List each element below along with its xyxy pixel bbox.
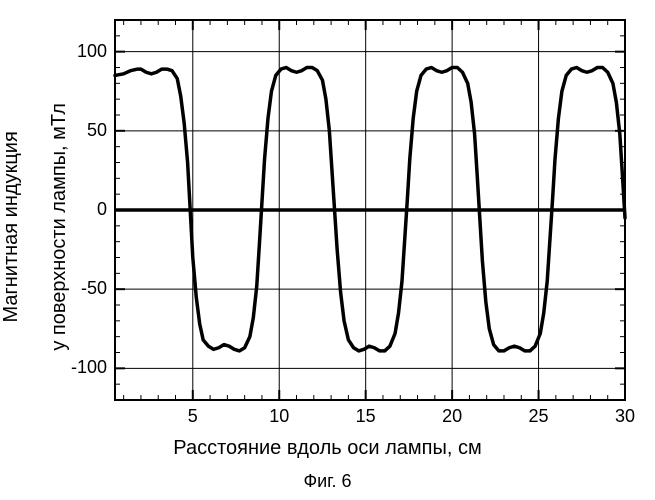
chart-container: Магнитная индукция у поверхности лампы, …: [0, 0, 655, 500]
x-tick-label: 15: [356, 406, 376, 427]
x-tick-label: 30: [615, 406, 635, 427]
figure-caption: Фиг. 6: [0, 471, 655, 492]
y-tick-label: 100: [57, 41, 107, 62]
y-tick-label: -100: [57, 357, 107, 378]
x-tick-label: 5: [188, 406, 198, 427]
y-axis-label-line1: Магнитная индукция: [0, 131, 22, 322]
x-axis-label: Расстояние вдоль оси лампы, см: [0, 437, 655, 460]
x-tick-label: 10: [269, 406, 289, 427]
x-tick-label: 20: [442, 406, 462, 427]
y-tick-label: -50: [57, 278, 107, 299]
y-axis-label: Магнитная индукция у поверхности лампы, …: [0, 103, 95, 373]
y-tick-label: 0: [57, 199, 107, 220]
x-tick-label: 25: [529, 406, 549, 427]
y-tick-label: 50: [57, 120, 107, 141]
